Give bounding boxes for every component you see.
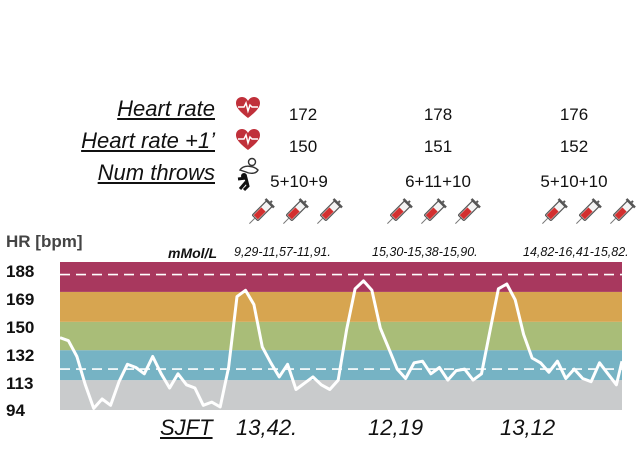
heart-ecg-icon bbox=[236, 129, 260, 150]
syringe-icon bbox=[455, 198, 481, 224]
hr-zone-band bbox=[60, 321, 622, 351]
y-axis-label: HR [bpm] bbox=[6, 232, 83, 251]
syringe-icon bbox=[249, 198, 275, 224]
heart-rate-plus1-label: Heart rate +1’ bbox=[81, 128, 215, 153]
throws-value-1: 5+10+9 bbox=[270, 172, 328, 191]
sjft-value-2: 12,19 bbox=[368, 415, 424, 440]
syringe-icon bbox=[610, 198, 636, 224]
syringe-icon bbox=[421, 198, 447, 224]
hr-series-line bbox=[60, 279, 622, 410]
hr-chart bbox=[60, 262, 622, 410]
hr1-value-1: 150 bbox=[288, 137, 318, 156]
y-tick-label: 113 bbox=[6, 374, 34, 393]
syringe-group-2 bbox=[383, 196, 481, 230]
lactate-value-2: 15,30-15,38-15,90. bbox=[372, 245, 478, 259]
heart-ecg-icon bbox=[236, 97, 260, 118]
sjft-value-1: 13,42. bbox=[236, 415, 298, 440]
hr-zone-band bbox=[60, 291, 622, 322]
judo-throw-icon bbox=[237, 157, 259, 192]
lactate-value-3: 14,82-16,41-15,82. bbox=[523, 245, 629, 259]
heart-rate-label: Heart rate bbox=[117, 96, 215, 121]
hr-zone-band bbox=[60, 380, 622, 410]
syringe-group-1 bbox=[245, 196, 343, 230]
num-throws-label: Num throws bbox=[97, 160, 215, 185]
hr1-value-3: 152 bbox=[559, 137, 589, 156]
y-tick-label: 132 bbox=[6, 346, 35, 365]
sjft-label: SJFT bbox=[160, 415, 213, 440]
y-tick-label: 94 bbox=[6, 401, 25, 420]
hr1-value-2: 151 bbox=[423, 137, 453, 156]
syringe-icon bbox=[317, 198, 343, 224]
hr-value-1: 172 bbox=[288, 105, 318, 124]
y-tick-label: 150 bbox=[6, 318, 35, 337]
syringe-icon bbox=[542, 198, 568, 224]
syringe-icon bbox=[576, 198, 602, 224]
syringe-icon bbox=[387, 198, 413, 224]
y-tick-label: 188 bbox=[6, 262, 35, 281]
sjft-value-3: 13,12 bbox=[500, 415, 556, 440]
hr-zone-band bbox=[60, 262, 622, 292]
throws-value-2: 6+11+10 bbox=[405, 172, 471, 191]
lactate-value-1: 9,29-11,57-11,91. bbox=[234, 245, 331, 259]
hr-value-3: 176 bbox=[559, 105, 589, 124]
throws-value-3: 5+10+10 bbox=[540, 172, 608, 191]
syringe-group-3 bbox=[538, 196, 636, 230]
lactate-unit: mMol/L bbox=[168, 245, 217, 261]
hr-value-2: 178 bbox=[423, 105, 453, 124]
syringe-icon bbox=[283, 198, 309, 224]
y-tick-label: 169 bbox=[6, 290, 35, 309]
